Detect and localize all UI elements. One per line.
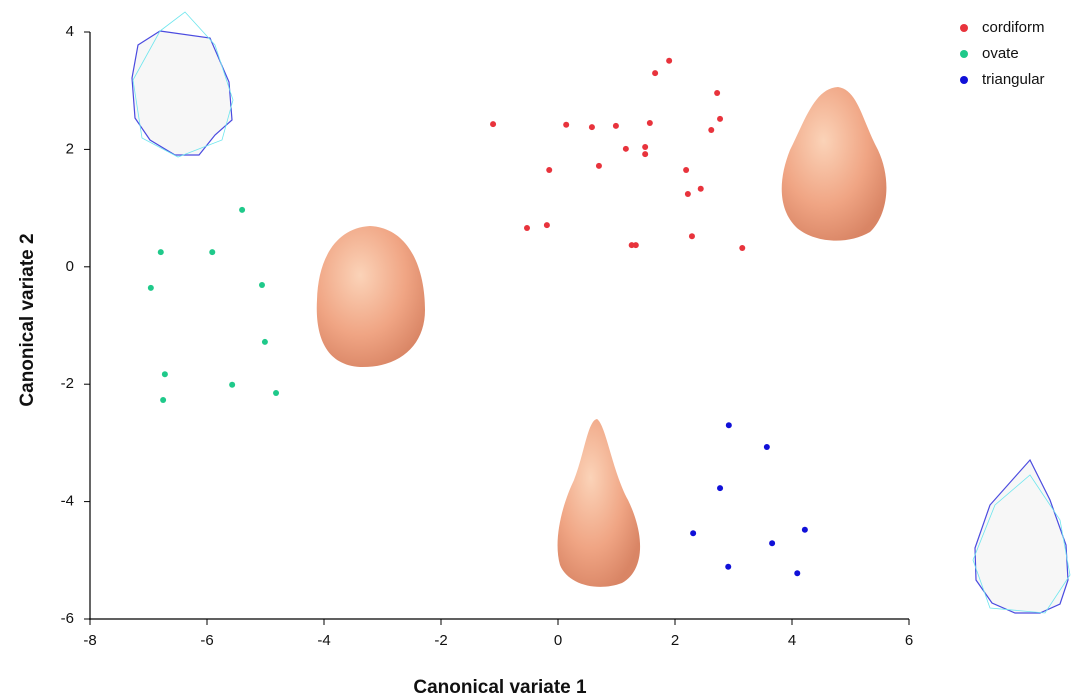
x-tick-label: -6: [200, 632, 213, 649]
y-tick-label: -6: [61, 610, 74, 627]
point: [763, 444, 770, 451]
point: [769, 540, 776, 547]
legend-label: ovate: [982, 45, 1019, 62]
point: [261, 338, 268, 345]
point: [725, 563, 732, 570]
point: [642, 151, 649, 158]
point: [794, 570, 801, 577]
point: [697, 185, 704, 192]
point: [683, 166, 690, 173]
legend-label: triangular: [982, 71, 1045, 88]
point: [523, 225, 530, 232]
y-tick-label: 4: [66, 23, 74, 40]
point: [622, 145, 629, 152]
x-tick-label: -2: [434, 632, 447, 649]
point: [801, 526, 808, 533]
point: [646, 119, 653, 126]
x-tick-label: -4: [317, 632, 330, 649]
x-tick-label: -8: [83, 632, 96, 649]
point: [543, 222, 550, 229]
point: [717, 485, 724, 492]
point: [708, 127, 715, 134]
y-tick-label: -4: [61, 493, 74, 510]
x-tick-label: 2: [671, 632, 679, 649]
point: [546, 166, 553, 173]
y-tick-label: -2: [61, 375, 74, 392]
handaxe-cordiform-render: [781, 87, 887, 241]
point: [147, 284, 154, 291]
point: [642, 144, 649, 151]
y-tick-label: 2: [66, 140, 74, 157]
legend-marker: [960, 50, 968, 58]
point: [157, 249, 164, 256]
x-tick-label: 6: [905, 632, 913, 649]
point: [161, 371, 168, 378]
legend-label: cordiform: [982, 19, 1045, 36]
point: [209, 249, 216, 256]
handaxe-ovate-render: [316, 226, 425, 368]
point: [490, 121, 497, 128]
point: [612, 122, 619, 129]
point: [688, 233, 695, 240]
point: [684, 191, 691, 198]
outline-ovate: [131, 11, 234, 158]
point: [239, 206, 246, 213]
point: [717, 115, 724, 122]
point: [632, 242, 639, 249]
point: [739, 245, 746, 252]
point: [725, 422, 732, 429]
point: [563, 121, 570, 128]
legend-marker: [960, 76, 968, 84]
outline-triangular: [972, 458, 1071, 614]
y-axis-title: Canonical variate 2: [17, 233, 38, 406]
point: [652, 70, 659, 77]
point: [160, 397, 167, 404]
point: [258, 281, 265, 288]
point: [690, 530, 697, 537]
point: [595, 162, 602, 169]
point: [714, 90, 721, 97]
legend-marker: [960, 24, 968, 32]
x-tick-label: 0: [554, 632, 562, 649]
x-tick-label: 4: [788, 632, 796, 649]
x-axis-title: Canonical variate 1: [413, 677, 587, 697]
point: [273, 390, 280, 397]
point: [229, 381, 236, 388]
point: [588, 124, 595, 131]
point: [666, 57, 673, 64]
handaxe-triangular-render: [557, 419, 641, 587]
y-tick-label: 0: [66, 258, 74, 275]
